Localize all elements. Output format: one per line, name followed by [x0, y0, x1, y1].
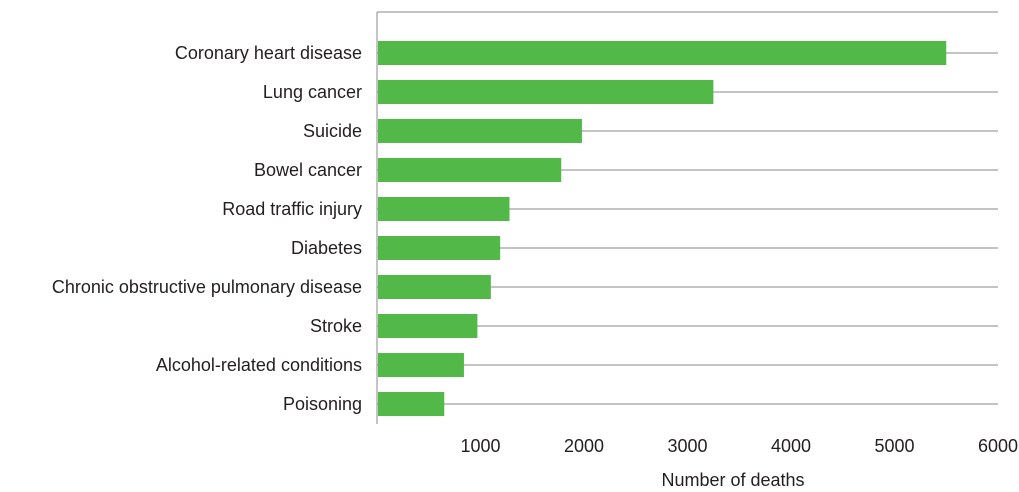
category-label: Bowel cancer — [254, 160, 362, 180]
category-label: Alcohol-related conditions — [156, 355, 362, 375]
x-tick-label: 2000 — [564, 436, 604, 456]
bar — [378, 80, 714, 104]
bar — [378, 314, 478, 338]
bar — [378, 119, 582, 143]
x-tick-label: 5000 — [874, 436, 914, 456]
x-tick-label: 3000 — [667, 436, 707, 456]
bars — [378, 41, 947, 416]
x-tick-label: 1000 — [460, 436, 500, 456]
bar — [378, 41, 947, 65]
bar — [378, 236, 501, 260]
category-label: Suicide — [303, 121, 362, 141]
x-tick-labels: 1000 2000 3000 4000 5000 6000 — [460, 436, 1018, 456]
category-label: Lung cancer — [263, 82, 362, 102]
x-tick-label: 6000 — [978, 436, 1018, 456]
bar — [378, 197, 510, 221]
x-tick-label: 4000 — [771, 436, 811, 456]
bar — [378, 158, 562, 182]
x-axis-title: Number of deaths — [661, 470, 804, 490]
bar — [378, 353, 464, 377]
category-label: Stroke — [310, 316, 362, 336]
category-label: Road traffic injury — [222, 199, 362, 219]
category-label: Poisoning — [283, 394, 362, 414]
category-label: Diabetes — [291, 238, 362, 258]
bar — [378, 392, 445, 416]
category-label: Coronary heart disease — [175, 43, 362, 63]
bar — [378, 275, 491, 299]
category-label: Chronic obstructive pulmonary disease — [52, 277, 362, 297]
category-labels: Coronary heart disease Lung cancer Suicide… — [52, 43, 362, 414]
